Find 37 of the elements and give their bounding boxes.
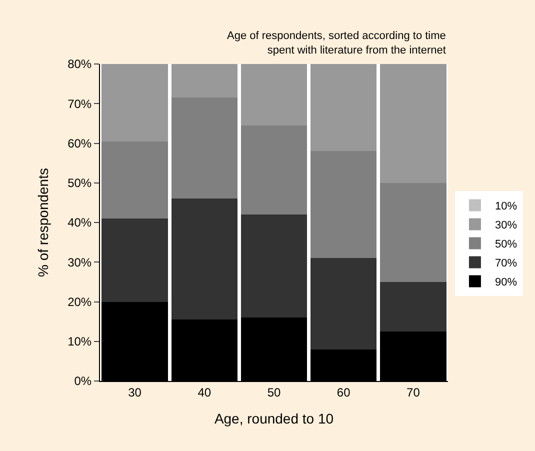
x-tick-label: 40	[198, 385, 212, 400]
x-tick-label: 60	[336, 385, 351, 400]
bar	[380, 182, 446, 282]
legend-label: 30%	[494, 220, 518, 232]
y-tick-label: 50%	[68, 176, 92, 190]
bar	[171, 198, 238, 320]
legend-label: 10%	[494, 200, 518, 213]
y-tick-label: 30%	[68, 255, 92, 270]
bar	[380, 282, 446, 332]
bar	[310, 64, 377, 152]
x-tick-label: 70	[406, 385, 420, 400]
legend-label: 90%	[494, 276, 518, 289]
bar	[240, 64, 308, 126]
x-tick-label: 30	[128, 385, 142, 400]
legend-label: 70%	[494, 258, 518, 270]
bar	[171, 98, 238, 199]
y-tick-label: 70%	[68, 96, 92, 111]
x-axis-title: Age, rounded to 10	[214, 410, 334, 427]
bar	[102, 218, 168, 302]
bar	[102, 141, 168, 219]
x-tick-label: 50	[267, 385, 281, 400]
bar	[380, 64, 446, 183]
bar	[310, 258, 377, 350]
y-axis-title: % of respondents	[35, 168, 52, 277]
y-tick-label: 20%	[68, 294, 92, 309]
legend-label: 50%	[494, 238, 518, 251]
y-tick-label: 80%	[68, 57, 92, 72]
chart-title: Age of respondents, sorted according to time spent with literature from the internet	[227, 30, 446, 56]
bar	[310, 151, 377, 258]
y-tick-label: 10%	[68, 334, 92, 349]
y-tick-label: 40%	[68, 216, 92, 230]
y-tick-label: 0%	[74, 374, 92, 388]
bar	[240, 125, 308, 215]
bar	[102, 64, 168, 142]
bar	[171, 64, 238, 98]
y-tick-label: 60%	[68, 136, 92, 150]
bar	[240, 214, 308, 318]
